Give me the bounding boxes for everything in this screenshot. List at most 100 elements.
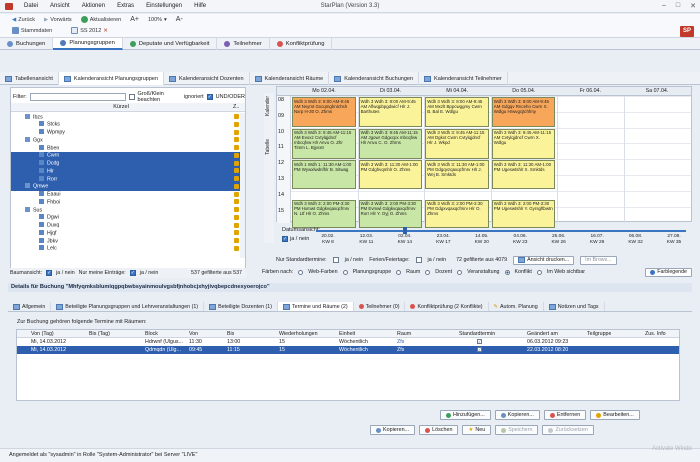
menu-einstellungen[interactable]: Einstellungen	[146, 3, 183, 9]
subtab-kalender-dozenten[interactable]: Kalenderansicht Dozenten	[164, 72, 250, 85]
subtab-kalender-teilnehmer[interactable]: Kalenderansicht Teilnehmer	[419, 72, 508, 85]
tab-buchungen[interactable]: Buchungen	[0, 38, 54, 50]
dtab-termine-raeume[interactable]: Termine und Räume (2)	[277, 302, 354, 311]
calendar-event[interactable]: Wdh 1 Wdh 1: 11:30 AM-1:00 PM Wywxlwdnfh…	[292, 160, 356, 189]
radio-konflikt[interactable]	[504, 269, 510, 275]
termine-column-header[interactable]: Zus. Info	[645, 331, 666, 337]
edit-button[interactable]: Bearbeiten...	[590, 410, 640, 420]
tree-row[interactable]: Hjqf	[11, 229, 245, 237]
date-slider-track[interactable]	[316, 230, 686, 232]
tab-deputate[interactable]: Deputate und Verfügbarkeit	[123, 38, 218, 50]
termine-column-header[interactable]: Standardtermin	[459, 331, 496, 337]
tree-row[interactable]: Stcks	[11, 121, 245, 129]
tree-row[interactable]: Jbkv	[11, 237, 245, 245]
termine-column-header[interactable]: Teilgruppe	[587, 331, 612, 337]
termine-column-header[interactable]: Von	[189, 331, 199, 337]
close-semester-icon[interactable]: ✕	[103, 27, 108, 34]
table-row[interactable]: Mi, 14.03.2012 Qdmqdn (Ulg... 09:45 11:15 15…	[17, 346, 679, 354]
side-tab-kalender[interactable]: Kalender	[265, 96, 271, 117]
save-button[interactable]: Speichern	[495, 425, 539, 435]
tree-row[interactable]: Cwrn	[11, 151, 245, 160]
tab-teilnehmer[interactable]: Teilnehmer	[217, 38, 270, 50]
calendar-event[interactable]: Wdh 3 Wdh 3: 8:00 AM-9:45 AM Nvymt Gxcqm…	[292, 97, 356, 128]
calendar-event[interactable]: Wdh 3 Wdh 3: 9:45 AM-11:15 AM Dgkxt Cwrn…	[425, 128, 489, 159]
col-z[interactable]: Z..	[233, 104, 240, 110]
termine-column-header[interactable]: Einheit	[339, 331, 356, 337]
radio-web-farben[interactable]	[298, 269, 304, 275]
std-termine-checkbox[interactable]	[332, 257, 339, 263]
calendar-event[interactable]: Wdh 3 Wdh 3: 9:45 AM-11:15 AM Jgowr Gdgx…	[358, 128, 423, 159]
termine-column-header[interactable]: Geändert am	[527, 331, 558, 337]
color-legend-button[interactable]: Farblegende	[645, 267, 692, 277]
table-row[interactable]: Mi, 14.03.2012 Hdrwnf (Ulgus... 11:30 13:00…	[17, 338, 679, 346]
dtab-dozenten[interactable]: Beteiligte Dozenten (1)	[204, 302, 278, 311]
maximize-icon[interactable]: □	[675, 2, 681, 9]
andor-checkbox[interactable]: ✓	[206, 94, 213, 100]
browser-button[interactable]: Im Brows...	[580, 255, 617, 265]
termine-column-header[interactable]: Von (Tag)	[31, 331, 54, 337]
forward-button[interactable]: ▶ Vorwärts	[44, 16, 72, 23]
tree-row[interactable]: Dgwi	[11, 214, 245, 222]
new-button[interactable]: ★ Neu	[462, 425, 492, 435]
termine-column-header[interactable]: Raum	[397, 331, 412, 337]
radio-veranstaltung[interactable]	[457, 269, 463, 275]
tab-planungsgruppen[interactable]: Planungsgruppen	[53, 38, 123, 50]
tree-row[interactable]: Eaaui	[11, 191, 245, 199]
tree-row[interactable]: Sus	[11, 206, 245, 214]
tree-row[interactable]: Dcdg	[11, 159, 245, 168]
ferien-checkbox[interactable]	[415, 257, 422, 263]
subtab-kalender-planungsgruppen[interactable]: Kalenderansicht Planungsgruppen	[58, 72, 165, 85]
add-button[interactable]: Hinzufügen...	[440, 410, 491, 420]
font-decrease-button[interactable]: A-	[175, 16, 183, 23]
dtab-autom-planung[interactable]: ✎ Autom. Planung	[489, 302, 544, 311]
menu-datei[interactable]: Datei	[24, 3, 39, 9]
calendar-event[interactable]: Wdh 3 Wdh 3: 8:00 AM-9:45 AM Mxzlt Bppcw…	[425, 97, 489, 128]
dtab-allgemein[interactable]: Allgemein	[8, 302, 52, 311]
tree-row[interactable]: Ibzs	[11, 113, 245, 121]
calendar-event[interactable]: Wdh 3 Wdh 3: 8:00 AM-9:45 AM Gdgqv Rnceh…	[491, 97, 556, 128]
standardtermin-checkbox[interactable]: ✓	[477, 339, 482, 345]
dtab-planungsgruppen[interactable]: Beteiligte Planungsgruppen und Lehrveran…	[51, 302, 205, 311]
minimize-icon[interactable]: –	[661, 2, 666, 9]
menu-aktionen[interactable]: Aktionen	[81, 3, 106, 9]
radio-dozent[interactable]	[425, 269, 431, 275]
termine-column-header[interactable]: Wiederholungen	[279, 331, 318, 337]
back-button[interactable]: ◀ Zurück	[12, 16, 36, 23]
side-tab-tabelle[interactable]: Tabelle	[265, 139, 271, 155]
menu-ansicht[interactable]: Ansicht	[50, 3, 70, 9]
tree-row[interactable]: Wpmpy	[11, 129, 245, 137]
radio-web-sichtbar[interactable]	[536, 269, 542, 275]
tree-row[interactable]: Lelc	[11, 245, 245, 253]
subtab-kalender-raeume[interactable]: Kalenderansicht Räume	[250, 72, 330, 85]
date-view-checkbox[interactable]: ✓	[282, 236, 288, 242]
filter-input[interactable]	[29, 93, 127, 101]
semester-button[interactable]: SS 2012 ✕	[69, 27, 110, 34]
calendar-event[interactable]: Wdh 3 Wdh 3: 11:30 AM-1:00 PM Gdghvqmhlr…	[358, 160, 423, 189]
font-increase-button[interactable]: A+	[130, 16, 139, 23]
close-icon[interactable]: ✕	[690, 3, 696, 10]
copy-booking-button[interactable]: Kopieren...	[370, 425, 416, 435]
calendar-event[interactable]: Wdh 3 Wdh 3: 9:45 AM-11:15 AM Evoxz Cvty…	[292, 128, 356, 159]
tree-scrollbar[interactable]	[240, 113, 245, 258]
tree-row[interactable]: Fhboi	[11, 198, 245, 206]
radio-planungsgruppe[interactable]	[342, 269, 348, 275]
menu-hilfe[interactable]: Hilfe	[194, 3, 207, 9]
date-slider-thumb[interactable]	[403, 227, 407, 234]
dtab-konfliktpruefung[interactable]: Konfliktprüfung (2 Konflikte)	[405, 302, 489, 311]
calendar-event[interactable]: Wdh 3 Wdh 3: 2:00 PM-3:30 PM Evmwl Gdgkv…	[358, 199, 423, 229]
tree-view-checkbox[interactable]: ✓	[46, 270, 53, 276]
only-mine-checkbox[interactable]: ✓	[129, 270, 136, 276]
delete-button[interactable]: Löschen	[419, 425, 459, 435]
stammdaten-button[interactable]: Stammdaten	[10, 27, 54, 34]
calendar-event[interactable]: Wdh 3 Wdh 3: 2:00 PM-3:30 PM Hxmwt Gdgkv…	[292, 199, 356, 229]
calendar-event[interactable]: Wdh 3 Wdh 3: 8:00 AM-9:45 AM Aflwqpbpgdw…	[358, 97, 423, 128]
dtab-notizen[interactable]: Notizen und Tags	[544, 302, 605, 311]
refresh-button[interactable]: Aktualisieren	[79, 16, 124, 23]
zoom-select[interactable]: 100% ▾	[147, 16, 167, 23]
tree-row[interactable]: Ggx	[11, 136, 245, 144]
tree-row[interactable]: Bben	[11, 144, 245, 152]
termine-column-header[interactable]: Bis (Tag)	[89, 331, 110, 337]
termine-column-header[interactable]: Bis	[227, 331, 235, 337]
tree-row[interactable]: Duxq	[11, 222, 245, 230]
standardtermin-checkbox[interactable]: ✓	[477, 347, 482, 353]
